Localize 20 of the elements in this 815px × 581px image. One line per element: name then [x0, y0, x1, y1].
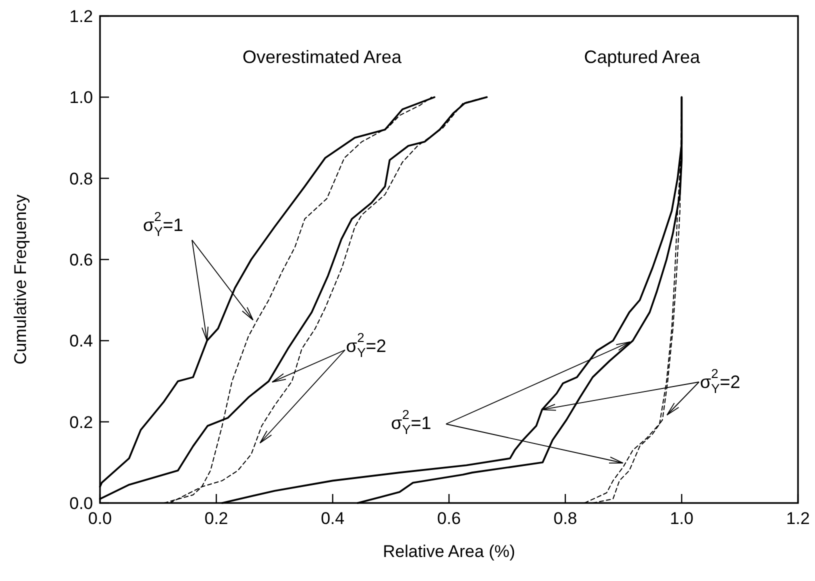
y-axis-title: Cumulative Frequency	[11, 194, 30, 365]
annotation: Captured Area	[584, 47, 702, 67]
y-tick-label: 0.2	[69, 412, 93, 432]
annotation: σ$^{2}$$_{Y}$=1	[143, 209, 184, 240]
x-tick-label: 1.0	[670, 509, 694, 528]
y-tick-label: 0.6	[69, 250, 93, 270]
x-tick-label: 0.4	[320, 509, 344, 528]
annotation: σ$^{2}$$_{Y}$=2	[700, 366, 740, 396]
annotation: σ$^{2}$$_{Y}$=2	[346, 330, 386, 360]
y-tick-label: 0.4	[69, 332, 93, 351]
x-tick-label: 0.2	[204, 509, 228, 528]
annotation: σ$^{2}$$_{Y}$=1	[391, 407, 432, 438]
x-tick-label: 0.8	[554, 509, 578, 528]
x-tick-label: 1.2	[786, 509, 810, 528]
y-tick-label: 1.0	[69, 88, 93, 108]
y-tick-label: 0.8	[69, 169, 93, 188]
x-axis-title: Relative Area (%)	[382, 542, 516, 561]
x-tick-label: 0.6	[437, 509, 461, 528]
y-tick-label: 1.2	[69, 7, 93, 26]
annotation: Overestimated Area	[242, 47, 403, 67]
